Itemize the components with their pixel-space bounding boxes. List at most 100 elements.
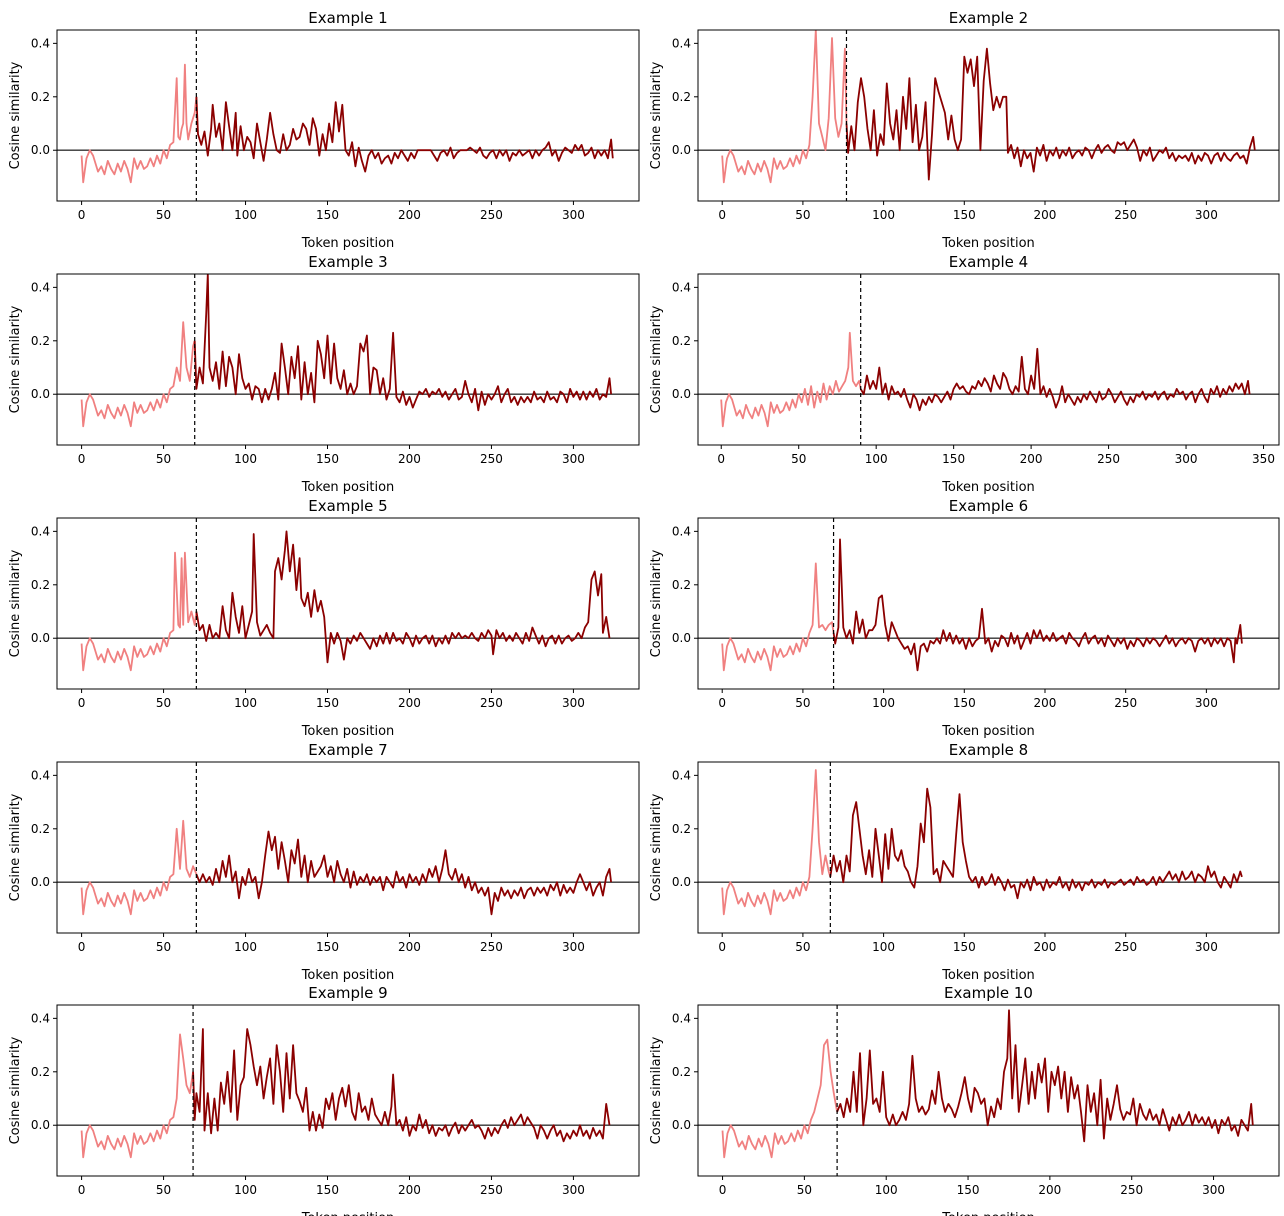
y-tick-label: 0.0 <box>31 1118 50 1132</box>
y-tick-label: 0.4 <box>672 36 691 50</box>
x-axis-label: Token position <box>301 968 395 983</box>
x-tick-label: 0 <box>718 696 726 710</box>
plot-area <box>698 518 1279 689</box>
x-tick-label: 200 <box>1034 940 1057 954</box>
y-axis-label: Cosine similarity <box>649 1036 664 1144</box>
x-tick-label: 50 <box>156 696 171 710</box>
x-tick-label: 100 <box>234 1183 257 1197</box>
x-tick-label: 100 <box>865 452 888 466</box>
y-axis-label: Cosine similarity <box>649 549 664 657</box>
x-tick-label: 50 <box>156 1183 171 1197</box>
x-tick-label: 300 <box>562 208 585 222</box>
subplot-title: Example 3 <box>308 253 387 271</box>
response-series-line <box>845 47 1256 181</box>
prefix-series-line <box>721 769 832 916</box>
plot-frame <box>697 273 1280 446</box>
x-axis-label: Token position <box>941 724 1035 739</box>
subplot-9: Example 9 Token position Cosine similarity… <box>8 984 640 1216</box>
subplot-3: Example 3 Token position Cosine similarity… <box>8 253 640 495</box>
subplot-title: Example 1 <box>308 9 387 27</box>
x-tick-label: 250 <box>480 208 503 222</box>
x-tick-label: 0 <box>717 452 725 466</box>
x-tick-label: 250 <box>480 940 503 954</box>
x-tick-label: 200 <box>1020 452 1043 466</box>
y-tick-label: 0.0 <box>672 1118 691 1132</box>
y-tick-label: 0.0 <box>31 631 50 645</box>
subplot-6: Example 6 Token position Cosine similarity… <box>649 497 1280 739</box>
x-tick-label: 100 <box>234 940 257 954</box>
x-tick-label: 50 <box>795 940 810 954</box>
x-tick-label: 250 <box>1120 1183 1143 1197</box>
x-tick-label: 250 <box>1097 452 1120 466</box>
x-tick-label: 200 <box>1038 1183 1061 1197</box>
response-series-line <box>832 538 1243 672</box>
y-tick-label: 0.4 <box>672 280 691 294</box>
y-tick-label: 0.0 <box>672 875 691 889</box>
prefix-series-line <box>80 321 196 428</box>
y-axis-label: Cosine similarity <box>649 305 664 413</box>
y-tick-label: 0.0 <box>672 387 691 401</box>
response-series-line <box>193 274 612 412</box>
x-tick-label: 100 <box>875 1183 898 1197</box>
y-tick-label: 0.4 <box>31 36 50 50</box>
x-axis-label: Token position <box>301 724 395 739</box>
y-tick-label: 0.0 <box>31 387 50 401</box>
x-tick-label: 200 <box>398 452 421 466</box>
prefix-series-line <box>80 551 198 672</box>
plot-area <box>57 762 639 933</box>
y-axis-label: Cosine similarity <box>8 549 23 657</box>
x-tick-label: 300 <box>1195 208 1218 222</box>
x-tick-label: 300 <box>562 696 585 710</box>
y-tick-label: 0.2 <box>672 334 691 348</box>
x-tick-label: 100 <box>872 940 895 954</box>
x-axis-label: Token position <box>941 1211 1035 1216</box>
response-series-line <box>195 530 611 664</box>
x-tick-label: 250 <box>1114 940 1137 954</box>
x-tick-label: 300 <box>562 452 585 466</box>
y-tick-label: 0.4 <box>31 1011 50 1025</box>
x-tick-label: 250 <box>1114 696 1137 710</box>
x-tick-label: 200 <box>398 696 421 710</box>
subplot-2: Example 2 Token position Cosine similarity… <box>649 9 1280 251</box>
x-tick-label: 100 <box>234 452 257 466</box>
y-tick-label: 0.4 <box>31 524 50 538</box>
y-axis-label: Cosine similarity <box>649 61 664 169</box>
y-axis-label: Cosine similarity <box>8 61 23 169</box>
x-axis-label: Token position <box>301 480 395 495</box>
x-tick-label: 300 <box>562 940 585 954</box>
x-tick-label: 200 <box>1034 208 1057 222</box>
subplot-5: Example 5 Token position Cosine similarity… <box>8 497 640 739</box>
subplot-10: Example 10 Token position Cosine similarit… <box>649 984 1280 1216</box>
subplot-title: Example 7 <box>308 741 387 759</box>
x-tick-label: 150 <box>953 208 976 222</box>
x-tick-label: 100 <box>872 208 895 222</box>
y-tick-label: 0.2 <box>672 822 691 836</box>
y-tick-label: 0.2 <box>672 578 691 592</box>
y-axis-label: Cosine similarity <box>649 793 664 901</box>
plot-frame <box>56 273 640 446</box>
x-axis-label: Token position <box>941 968 1035 983</box>
y-axis-label: Cosine similarity <box>8 793 23 901</box>
x-tick-label: 250 <box>480 452 503 466</box>
plot-frame <box>56 1004 640 1177</box>
x-tick-label: 150 <box>942 452 965 466</box>
x-tick-label: 150 <box>316 452 339 466</box>
x-tick-label: 350 <box>1252 452 1275 466</box>
subplot-title: Example 6 <box>949 497 1028 515</box>
x-tick-label: 0 <box>78 1183 86 1197</box>
x-tick-label: 150 <box>316 696 339 710</box>
x-tick-label: 200 <box>398 208 421 222</box>
plot-area <box>57 518 639 689</box>
plot-frame <box>697 761 1280 934</box>
y-tick-label: 0.2 <box>672 90 691 104</box>
y-tick-label: 0.4 <box>31 280 50 294</box>
subplot-title: Example 5 <box>308 497 387 515</box>
x-tick-label: 0 <box>718 208 726 222</box>
response-series-line <box>829 787 1243 900</box>
response-series-line <box>192 1028 611 1143</box>
y-tick-label: 0.4 <box>672 524 691 538</box>
plot-area <box>698 1005 1279 1176</box>
x-tick-label: 300 <box>1195 696 1218 710</box>
x-tick-label: 150 <box>957 1183 980 1197</box>
